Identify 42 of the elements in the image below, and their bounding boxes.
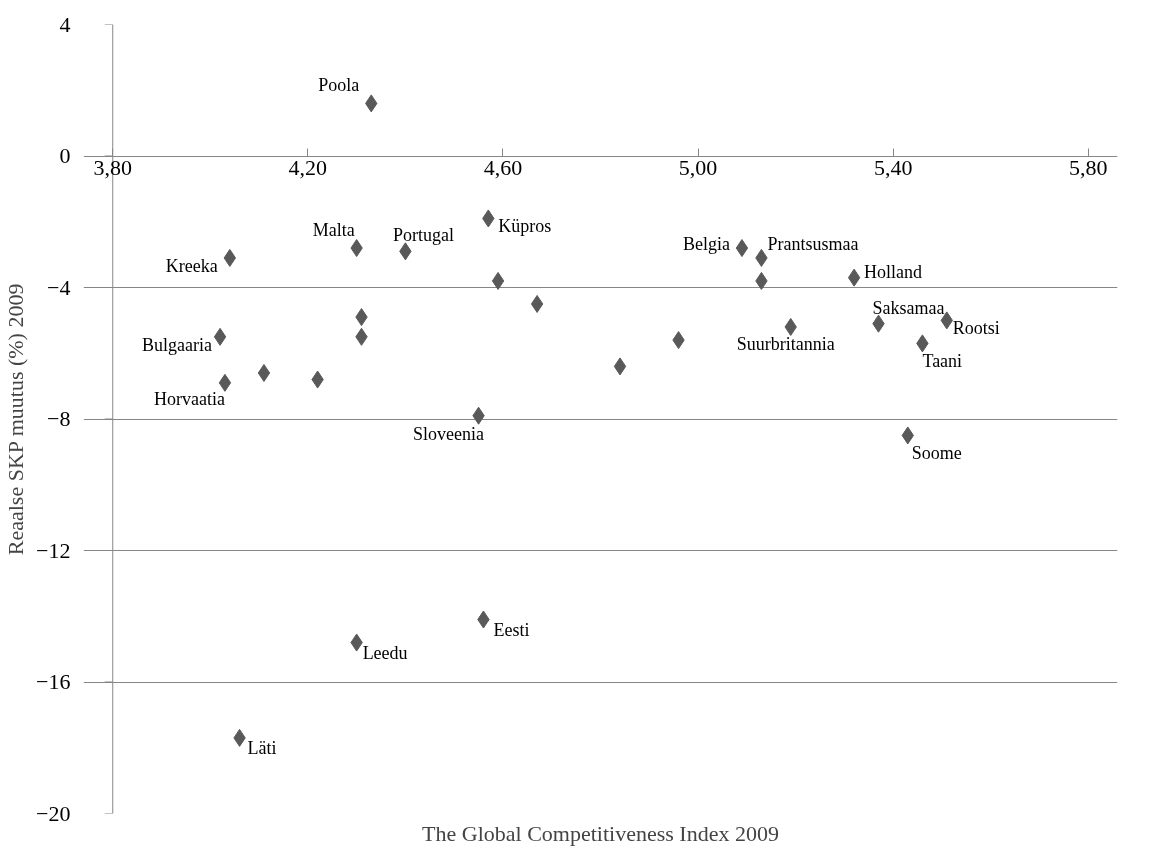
data-label: Küpros [498, 216, 552, 237]
data-label: Portugal [392, 225, 454, 246]
y-tick-label: 0 [59, 143, 71, 168]
data-label: Läti [247, 737, 277, 758]
data-label: Malta [312, 220, 355, 241]
data-label: Soome [911, 443, 962, 464]
data-label: Horvaatia [153, 388, 225, 409]
x-tick-label: 5,80 [1068, 155, 1108, 180]
data-label: Bulgaaria [142, 334, 213, 355]
data-label: Belgia [682, 234, 730, 255]
point [735, 239, 749, 258]
x-tick-label: 3,80 [93, 155, 133, 180]
data-label: Rootsi [952, 318, 1000, 339]
point [218, 373, 232, 392]
point [213, 327, 227, 346]
data-label: Kreeka [165, 255, 218, 276]
data-label: Sloveenia [413, 423, 485, 444]
data-label: Poola [318, 75, 360, 96]
y-tick-label: −8 [47, 406, 71, 431]
point [530, 294, 544, 313]
x-tick-label: 4,20 [288, 155, 328, 180]
data-label: Prantsusmaa [767, 233, 859, 254]
x-tick-label: 5,00 [678, 155, 718, 180]
x-tick-label: 4,60 [483, 155, 523, 180]
data-label: Leedu [362, 642, 408, 663]
point [257, 363, 271, 382]
point [491, 271, 505, 290]
y-tick-label: −20 [36, 800, 71, 826]
data-label: Suurbritannia [736, 333, 835, 354]
y-tick-label: −12 [36, 537, 71, 563]
data-label: Taani [922, 351, 963, 372]
x-axis-title: The Global Competitiveness Index 2009 [422, 820, 779, 846]
y-tick-label: −4 [47, 274, 71, 300]
data-label: Holland [864, 261, 923, 282]
point [613, 357, 627, 376]
y-tick-label: −16 [36, 669, 71, 694]
x-tick-label: 5,40 [873, 155, 913, 180]
point [847, 268, 861, 287]
data-label: Saksamaa [872, 297, 945, 318]
data-label: Eesti [493, 619, 530, 640]
y-axis-title: Reaalse SKP muutus (%) 2009 [3, 283, 29, 556]
y-tick-label: 4 [59, 11, 71, 37]
